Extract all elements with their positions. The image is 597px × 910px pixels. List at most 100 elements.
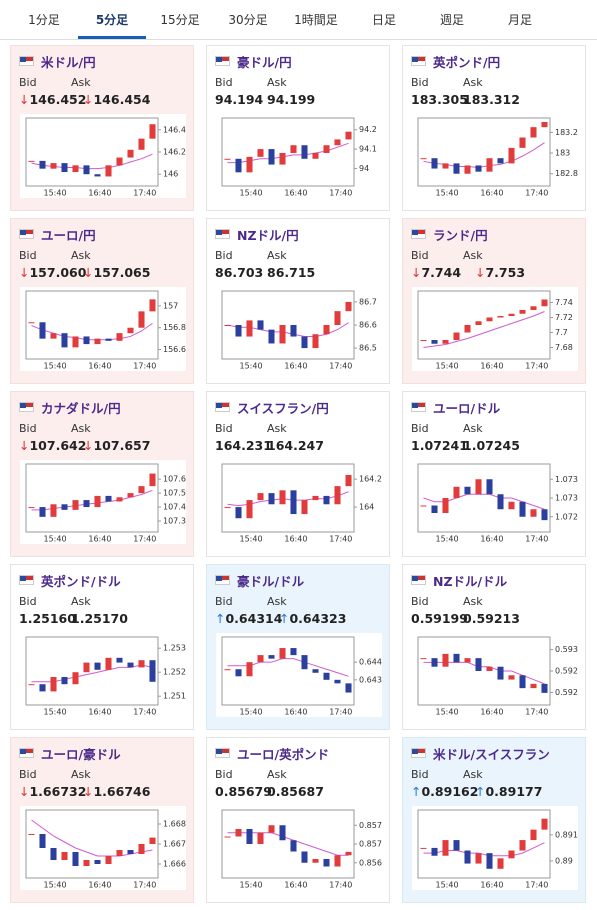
ask-value: 164.247 — [267, 438, 324, 453]
candle — [497, 494, 504, 510]
y-tick-label: 94 — [359, 164, 369, 173]
x-tick-label: 17:40 — [525, 362, 548, 371]
x-tick-label: 17:40 — [329, 881, 352, 890]
bid-label: Bid — [215, 595, 233, 608]
candle — [83, 500, 90, 508]
x-tick-label: 15:40 — [436, 189, 459, 198]
rate-card[interactable]: ユーロ/豪ドルBidAsk1.667321.667461.6661.6671.6… — [10, 737, 194, 903]
x-tick-label: 17:40 — [525, 535, 548, 544]
candle — [486, 666, 493, 671]
candle — [497, 858, 504, 869]
pair-name: ユーロ/英ポンド — [237, 747, 330, 762]
bid-label: Bid — [411, 249, 429, 262]
rate-card[interactable]: 米ドル/スイスフラン Bid Ask 0.891620.89177 0.89 0.891 1… — [402, 737, 586, 903]
candle — [334, 855, 341, 867]
rate-card[interactable]: カナダドル/円BidAsk107.642107.657107.3107.4107… — [10, 391, 194, 557]
rate-card[interactable]: 英ポンド/ドル Bid Ask 1.25160 1.25170 1.251 1.252 1.2… — [10, 564, 194, 730]
tab[interactable]: 1時間足 — [294, 13, 338, 27]
y-tick-label: 107.4 — [163, 503, 186, 512]
candle — [541, 818, 548, 830]
y-tick-label: 146.2 — [163, 148, 186, 157]
x-tick-label: 15:40 — [240, 881, 263, 890]
candle — [149, 299, 156, 312]
ask-label: Ask — [267, 249, 287, 262]
ask-label: Ask — [267, 422, 287, 435]
moving-average — [31, 489, 153, 511]
x-tick-label: 17:40 — [329, 362, 352, 371]
bid-label: Bid — [411, 422, 429, 435]
candle — [279, 490, 286, 505]
candle — [149, 124, 156, 139]
mini-chart: 1.666 1.667 1.668 15:40 16:40 17:40 — [25, 809, 186, 890]
candle — [301, 145, 308, 159]
candle — [475, 479, 482, 495]
pair-name: 英ポンド/ドル — [41, 574, 121, 589]
rate-card[interactable]: 豪ドル/円 Bid Ask 94.194 94.199 94 94.1 94.2 15:40 16… — [206, 45, 390, 211]
chart-box: 107.3 107.4 107.5 107.6 15:40 16:40 17:40 — [20, 460, 186, 544]
candle — [50, 163, 57, 169]
rate-card[interactable]: ユーロ/英ポンドBidAsk0.856790.856870.85650.8570… — [206, 737, 390, 903]
chart-box: 94 94.1 94.2 15:40 16:40 17:40 — [216, 114, 382, 198]
chart-box: 146 146.2 146.4 15:40 16:40 17:40 — [20, 114, 186, 198]
candle — [94, 174, 101, 177]
bid-label: Bid — [411, 595, 429, 608]
candle — [83, 662, 90, 673]
tab[interactable]: 30分足 — [228, 13, 268, 27]
candle — [127, 493, 134, 498]
bid-value: 94.194 — [215, 92, 264, 107]
mini-chart: 1.251 1.252 1.253 15:40 16:40 17:40 — [25, 636, 186, 717]
rate-card[interactable]: NZドル/円 Bid Ask 86.703 86.715 86.5 86.6 86.7 15:4… — [206, 218, 390, 384]
rate-card[interactable]: ランド/円 Bid Ask7.744 7.753 7.68 7.7 7.72 7.74 15:4… — [402, 218, 586, 384]
candle — [268, 149, 275, 165]
ask-value: 183.312 — [463, 92, 520, 107]
candle — [345, 131, 352, 140]
candle — [290, 325, 297, 337]
x-tick-label: 17:40 — [133, 189, 156, 198]
candle — [486, 317, 493, 322]
y-tick-label: 0.8565 — [359, 858, 382, 867]
moving-average — [227, 491, 349, 507]
rate-card[interactable]: NZドル/ドルBidAsk0.591990.592130.5920.59250.… — [402, 564, 586, 730]
tab[interactable]: 1分足 — [28, 13, 60, 27]
rate-card[interactable]: スイスフラン/円 Bid Ask 164.231 164.247 164 164.2 15:4… — [206, 391, 390, 557]
chart-box: 1.0725 1.073 1.0735 15:40 16:40 17:40 — [412, 460, 583, 544]
rate-card[interactable]: 英ポンド/円 Bid Ask 183.305 183.312 182.8 183 183.2 1… — [402, 45, 586, 211]
rate-card[interactable]: ユーロ/ドルBidAsk1.072411.072451.07251.0731.0… — [402, 391, 586, 557]
candle — [453, 163, 460, 174]
candle — [50, 848, 57, 860]
candle — [257, 149, 264, 157]
rate-card[interactable]: 米ドル/円 Bid Ask 146.452146.454 146 146.2 146.4 15… — [10, 45, 194, 211]
tab[interactable]: 月足 — [507, 13, 532, 27]
candle — [312, 859, 319, 863]
tab[interactable]: 15分足 — [160, 13, 200, 27]
candle — [279, 825, 286, 841]
mini-chart: 182.8 183 183.2 15:40 16:40 17:40 — [417, 117, 578, 198]
candle — [475, 321, 482, 325]
candle — [61, 677, 68, 685]
candle — [420, 658, 427, 660]
plot-frame — [417, 809, 551, 879]
candle — [453, 486, 460, 498]
x-tick-label: 15:40 — [240, 535, 263, 544]
candle — [301, 500, 308, 515]
candle — [39, 507, 46, 517]
candle — [28, 684, 35, 686]
candle — [279, 648, 286, 659]
tab[interactable]: 日足 — [371, 13, 396, 27]
rate-card[interactable]: 豪ドル/ドル Bid Ask 0.643140.64323 0.6435 0.644 15:… — [206, 564, 390, 730]
flag-icon — [19, 56, 34, 66]
rate-card[interactable]: ユーロ/円BidAsk157.060157.065156.6156.815715… — [10, 218, 194, 384]
candle — [453, 653, 460, 663]
tab[interactable]: 5分足 — [78, 0, 146, 39]
mini-chart: 0.592 0.5925 0.593 15:40 16:40 17:40 — [417, 636, 583, 717]
candle — [224, 158, 231, 160]
plot-frame — [221, 809, 355, 879]
candle — [290, 490, 297, 515]
chart-box: 0.592 0.5925 0.593 15:40 16:40 17:40 — [412, 633, 583, 717]
x-tick-label: 16:40 — [480, 362, 503, 371]
moving-average — [423, 493, 545, 510]
candle — [116, 850, 123, 856]
y-tick-label: 86.6 — [359, 321, 377, 330]
ask-value: 146.454 — [83, 92, 150, 107]
tab[interactable]: 週足 — [439, 13, 464, 27]
